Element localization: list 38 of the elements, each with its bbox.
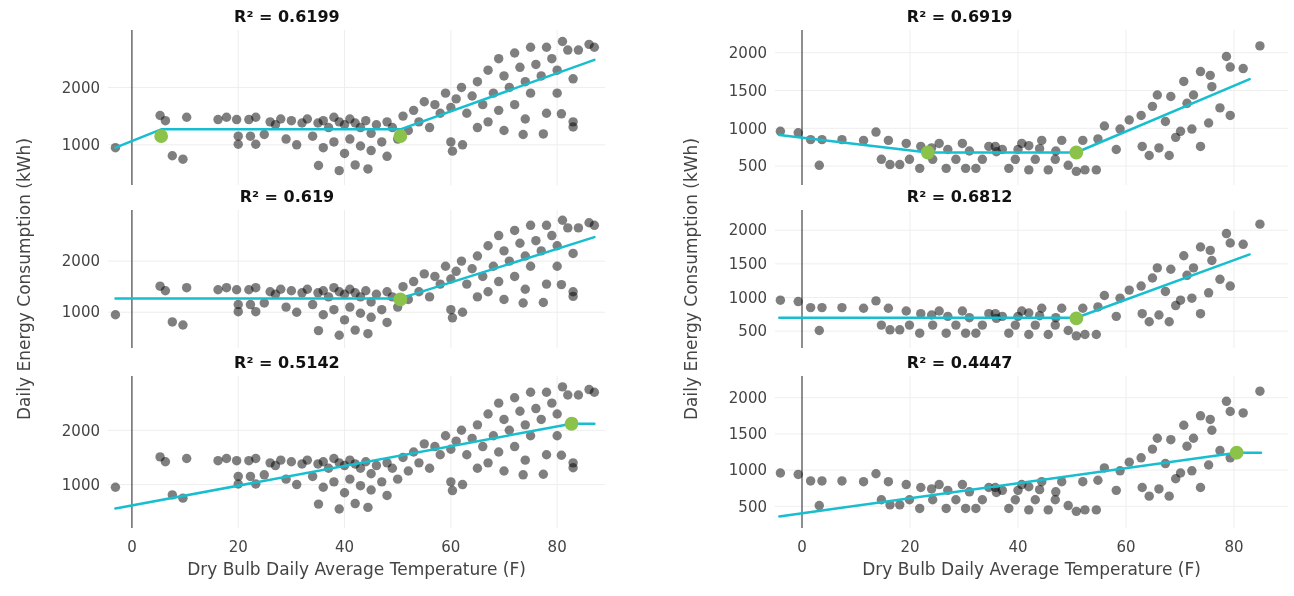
y-tick-label: 2000 — [728, 221, 767, 240]
chart-title: R² = 0.6199 — [234, 7, 340, 26]
y-tick-label: 1500 — [728, 255, 767, 274]
y-tick-label: 1000 — [728, 288, 767, 307]
y-tick-label: 1500 — [728, 425, 767, 444]
y-tick-label: 1000 — [61, 136, 100, 155]
chart-title: R² = 0.4447 — [906, 353, 1013, 372]
y-axis-title: Daily Energy Consumption (kWh) — [14, 137, 34, 421]
y-axis-title: Daily Energy Consumption (kWh) — [681, 137, 701, 421]
chart-title: R² = 0.6919 — [906, 7, 1013, 26]
y-tick-label: 2000 — [61, 421, 100, 440]
x-tick-label: 40 — [1008, 538, 1028, 556]
y-tick-label: 1000 — [728, 119, 767, 138]
y-tick-label: 1000 — [61, 303, 100, 322]
x-tick-label: 80 — [547, 538, 567, 556]
y-tick-label: 2000 — [61, 252, 100, 271]
x-tick-label: 60 — [441, 538, 461, 556]
x-tick-label: 60 — [1116, 538, 1136, 556]
x-tick-label: 0 — [797, 538, 807, 556]
x-tick-label: 20 — [900, 538, 920, 556]
x-tick-label: 40 — [334, 538, 355, 556]
chart-title: R² = 0.619 — [239, 187, 335, 206]
y-tick-label: 1500 — [728, 81, 767, 100]
y-tick-label: 2000 — [728, 388, 767, 407]
y-tick-label: 500 — [738, 322, 767, 341]
y-tick-label: 1000 — [728, 461, 767, 480]
x-tick-label: 0 — [127, 538, 137, 556]
y-tick-label: 500 — [738, 157, 767, 176]
x-tick-label: 80 — [1224, 538, 1244, 556]
y-tick-label: 2000 — [61, 78, 100, 97]
y-tick-label: 2000 — [728, 43, 767, 62]
chart-title: R² = 0.6812 — [906, 187, 1013, 206]
x-tick-label: 20 — [228, 538, 248, 556]
y-tick-label: 500 — [738, 497, 767, 516]
y-tick-label: 1000 — [61, 475, 100, 494]
chart-title: R² = 0.5142 — [234, 353, 340, 372]
x-axis-title: Dry Bulb Daily Average Temperature (F) — [187, 559, 526, 579]
x-axis-title: Dry Bulb Daily Average Temperature (F) — [862, 559, 1201, 579]
